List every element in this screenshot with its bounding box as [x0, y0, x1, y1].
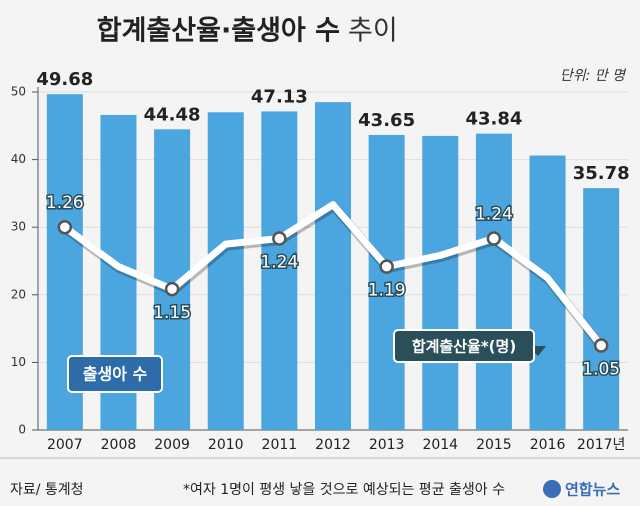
line-marker [486, 231, 502, 246]
legend-box [67, 355, 163, 393]
x-tick-label: 2009 [154, 437, 190, 453]
x-tick-label: 2017년 [577, 437, 626, 453]
logo-icon [543, 480, 561, 498]
line-marker [164, 281, 180, 297]
source: 자료/ 통계청 [10, 482, 84, 498]
line-marker [272, 231, 287, 246]
line-value-label: 1.24 [260, 252, 298, 272]
bar [475, 133, 512, 430]
bar-value-label: 43.84 [465, 109, 522, 130]
line-marker [57, 219, 73, 235]
y-tick-label: 0 [18, 423, 26, 437]
legend-box [393, 329, 535, 363]
y-tick-label: 20 [11, 287, 26, 301]
line-value-label: 1.26 [46, 193, 84, 213]
x-tick-label: 2010 [208, 437, 244, 453]
line-value-label: 1.19 [368, 281, 406, 301]
x-tick-label: 2012 [315, 437, 351, 453]
y-tick-label: 10 [11, 355, 26, 369]
bar [422, 135, 459, 430]
bar-value-label: 43.65 [358, 110, 415, 131]
logo: 연합뉴스 [565, 481, 620, 499]
bar [261, 111, 298, 431]
x-tick-label: 2016 [530, 437, 566, 453]
unit-label: 단위: 만 명 [560, 68, 627, 84]
bar-value-label: 44.48 [144, 104, 201, 125]
bar [583, 188, 620, 430]
line-value-label: 1.15 [153, 303, 191, 323]
x-tick-label: 2007 [47, 437, 83, 453]
x-tick-label: 2015 [476, 437, 512, 453]
y-tick-label: 40 [11, 152, 26, 166]
bar-value-label: 35.78 [573, 163, 630, 184]
chart-title: 합계출산율·출생아 수 [97, 16, 340, 47]
line-marker [593, 338, 609, 353]
x-tick-label: 2008 [101, 437, 137, 453]
bar-value-label: 47.13 [251, 86, 308, 107]
x-tick-label: 2014 [422, 437, 458, 453]
line-value-label: 1.24 [475, 204, 513, 224]
bar [207, 112, 244, 430]
legend-label: 합계출산율*(명) [412, 338, 516, 356]
bar [315, 102, 351, 430]
line-marker [379, 259, 394, 274]
x-tick-label: 2011 [262, 437, 298, 453]
line [62, 201, 604, 348]
x-tick-label: 2013 [369, 437, 405, 453]
legend-label: 출생아 수 [83, 365, 148, 384]
chart-title-suffix: 추이 [348, 16, 398, 47]
y-tick-label: 30 [11, 220, 26, 234]
bar [368, 134, 405, 430]
line-value-label: 1.05 [582, 360, 620, 380]
bar-value-label: 49.68 [36, 69, 93, 90]
footnote: *여자 1명이 평생 낳을 것으로 예상되는 평균 출생아 수 [183, 482, 505, 498]
y-tick-label: 50 [11, 85, 26, 99]
